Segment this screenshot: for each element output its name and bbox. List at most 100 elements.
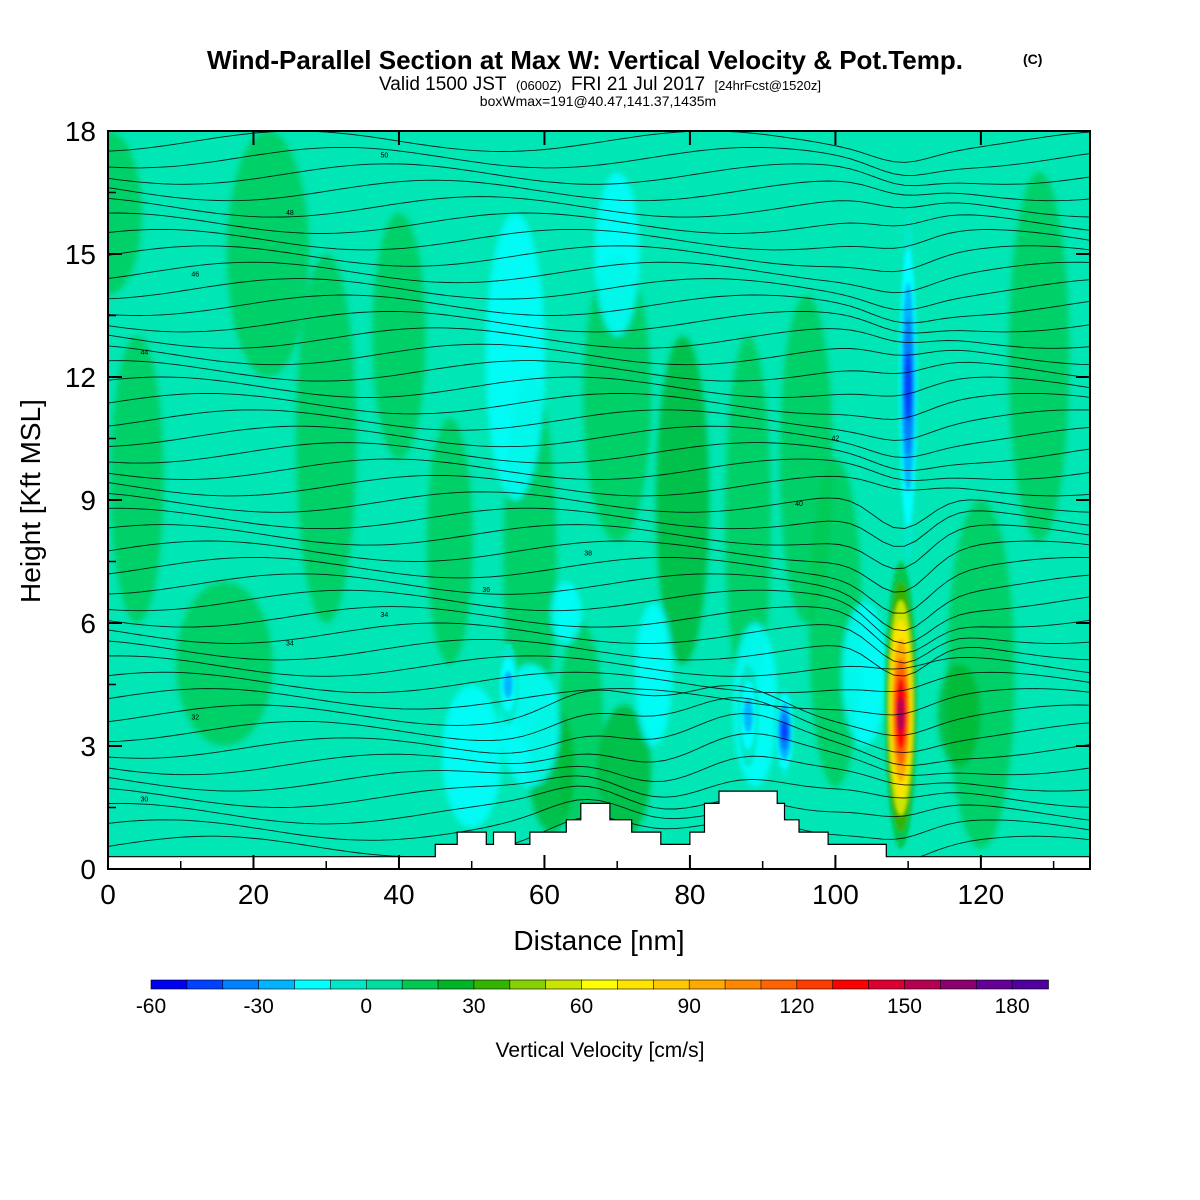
colorbar-swatch xyxy=(509,979,547,990)
x-tick-label: 60 xyxy=(529,879,560,910)
updraft-band xyxy=(937,664,981,767)
x-tick-label: 0 xyxy=(100,879,116,910)
downdraft-contour xyxy=(503,670,513,699)
colorbar-swatch xyxy=(258,979,296,990)
theta-contour-line xyxy=(108,798,1090,841)
theta-contour-line xyxy=(108,622,1090,664)
colorbar-swatch xyxy=(617,979,655,990)
colorbar-label: 150 xyxy=(887,995,922,1018)
theta-contour-line xyxy=(108,294,1090,324)
theta-contour-line xyxy=(108,697,1090,754)
updraft-band xyxy=(296,254,357,623)
updraft-band xyxy=(110,336,164,623)
x-tick-label: 80 xyxy=(674,879,705,910)
subtitle-utc: (0600Z) xyxy=(516,78,562,93)
updraft-band xyxy=(426,418,473,664)
plot-area: 30 32 34 34 36 38 40 42 44 46 48 50 xyxy=(108,131,1090,869)
theta-contour-line xyxy=(108,606,1090,654)
colorbar-swatch xyxy=(724,979,762,990)
colorbar-swatch xyxy=(150,979,188,990)
colorbar-swatch xyxy=(975,979,1013,990)
terrain xyxy=(108,790,1090,869)
theta-contour-line xyxy=(108,146,1090,176)
x-tick-label: 20 xyxy=(238,879,269,910)
y-tick-label: 6 xyxy=(80,608,96,639)
theta-contour-line xyxy=(108,713,1090,766)
colorbar-swatch xyxy=(653,979,691,990)
theta-contours: 30 32 34 34 36 38 40 42 44 46 48 50 xyxy=(108,131,1090,864)
theta-contour-line xyxy=(108,589,1090,644)
x-tick-label: 40 xyxy=(383,879,414,910)
updraft-band xyxy=(583,254,652,541)
colorbar-swatch xyxy=(796,979,834,990)
theta-contour-label: 38 xyxy=(584,550,592,557)
downdraft-band xyxy=(841,602,888,746)
theta-contour-line xyxy=(108,196,1090,218)
theta-contour-line xyxy=(108,458,1090,482)
theta-contour-line xyxy=(108,556,1090,614)
theta-contour-line xyxy=(108,732,1090,776)
theta-contour-line xyxy=(108,310,1090,334)
downdraft-contour xyxy=(743,698,753,733)
x-axis-title: Distance [nm] xyxy=(513,925,684,956)
colorbar-swatch xyxy=(688,979,726,990)
y-axis-title: Height [Kft MSL] xyxy=(15,399,46,603)
theta-contour-line xyxy=(108,327,1090,349)
theta-contour-line xyxy=(108,376,1090,398)
chart-title: Wind-Parallel Section at Max W: Vertical… xyxy=(207,45,963,75)
y-tick-label: 3 xyxy=(80,731,96,762)
theta-contour-line xyxy=(108,775,1090,808)
colorbar-swatch xyxy=(365,979,403,990)
colorbar-label: 60 xyxy=(570,995,593,1018)
y-tick-label: 9 xyxy=(80,485,96,516)
subtitle-valid: Valid 1500 JST xyxy=(379,74,507,95)
colorbar-swatch xyxy=(330,979,368,990)
downdraft-band xyxy=(634,602,673,746)
theta-contour-line xyxy=(108,425,1090,458)
subtitle-date: FRI 21 Jul 2017 xyxy=(571,74,705,95)
colorbar-title: Vertical Velocity [cm/s] xyxy=(496,1039,705,1062)
downdraft-band xyxy=(550,582,582,644)
colorbar-label: 0 xyxy=(360,995,372,1018)
theta-contour-line xyxy=(108,442,1090,471)
updraft-band xyxy=(725,336,772,705)
colorbar-swatch xyxy=(437,979,475,990)
theta-contour-line xyxy=(108,245,1090,273)
theta-contour-label: 48 xyxy=(286,210,294,217)
x-tick-label: 100 xyxy=(812,879,859,910)
subtitle-forecast: [24hrFcst@1520z] xyxy=(715,78,821,93)
colorbar-swatch xyxy=(401,979,439,990)
theta-contour-label: 36 xyxy=(482,587,490,594)
updraft-band xyxy=(176,582,273,746)
theta-contour-line xyxy=(108,755,1090,792)
theta-contour-line xyxy=(108,409,1090,441)
downdraft-band xyxy=(594,172,640,336)
colorbar-swatch xyxy=(222,979,260,990)
theta-contour-line xyxy=(108,474,1090,497)
colorbar-label: 90 xyxy=(678,995,701,1018)
colorbar-swatch xyxy=(940,979,978,990)
colorbar-swatch xyxy=(1011,979,1049,990)
chart-subtitle-2: boxWmax=191@40.47,141.37,1435m xyxy=(480,93,716,109)
colorbar-swatch xyxy=(473,979,511,990)
y-tick-label: 15 xyxy=(65,239,96,270)
colorbar-swatch xyxy=(832,979,870,990)
theta-contour-label: 40 xyxy=(795,501,803,508)
x-tick-label: 120 xyxy=(958,879,1005,910)
colorbar: -60 -30 0 30 60 90 120 150 180 xyxy=(136,979,1049,1018)
colorbar-swatch xyxy=(868,979,906,990)
theta-contour-label: 50 xyxy=(381,153,389,160)
theta-contour-line xyxy=(108,671,1090,694)
theta-contour-line xyxy=(108,278,1090,311)
theta-contour-line xyxy=(108,360,1090,382)
colorbar-swatch xyxy=(294,979,332,990)
chart-subtitle: Valid 1500 JST (0600Z) FRI 21 Jul 2017 [… xyxy=(379,74,821,95)
theta-contour-line xyxy=(108,179,1090,202)
theta-contour-label: 44 xyxy=(140,349,148,356)
colorbar-label: -30 xyxy=(243,995,273,1018)
theta-contour-line xyxy=(108,212,1090,234)
colorbar-swatch xyxy=(545,979,583,990)
theta-contour-line xyxy=(108,638,1090,677)
colorbar-swatch xyxy=(904,979,942,990)
